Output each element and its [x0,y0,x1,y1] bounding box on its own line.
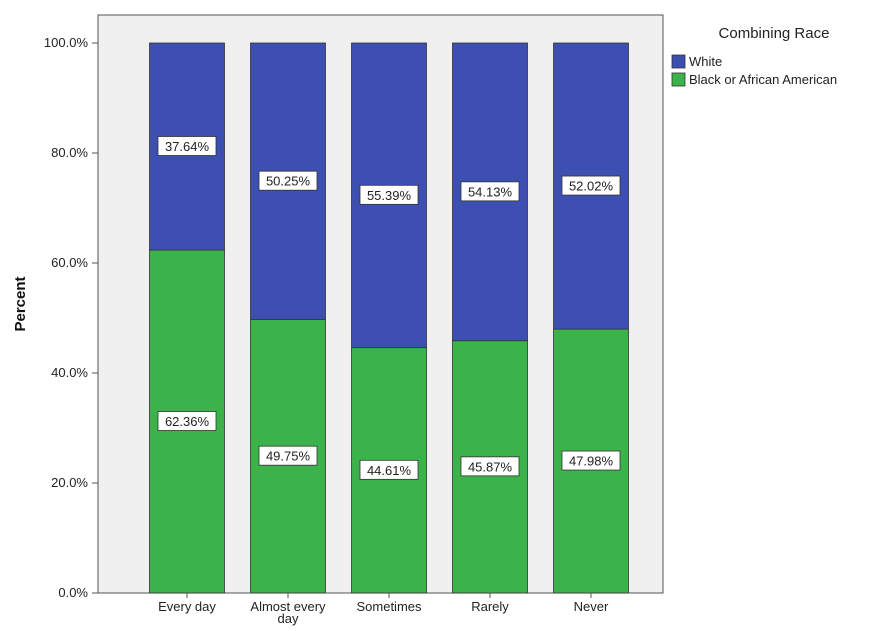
legend-entries: White Black or African American [671,54,837,87]
data-label-box [157,136,217,156]
data-label-box [258,170,318,191]
y-tick-label: 20.0% [51,475,88,490]
data-label-box [460,181,520,202]
y-axis: 0.0% 20.0% 40.0% 60.0% 80.0% 100.0% [44,35,98,600]
data-label: 37.64% [157,136,217,156]
y-tick-label: 40.0% [51,365,88,380]
bars [149,42,629,594]
data-label: 47.98% [561,450,621,471]
y-tick-label: 80.0% [51,145,88,160]
legend-entry-label: Black or African American [689,72,837,87]
data-label-text: 47.98% [569,454,614,469]
data-label: 45.87% [460,456,520,477]
data-label-box [157,411,217,431]
data-label-text: 45.87% [468,459,513,474]
data-label-text: 37.64% [165,139,210,154]
y-axis-title: Percent [12,276,29,331]
legend-title: Combining Race [719,25,830,42]
x-tick-label: Never [574,599,609,614]
data-label-box [359,459,419,480]
x-axis: Every day Almost every day Sometimes Rarely N… [158,593,609,626]
data-label-box [561,450,621,471]
data-label-text: 44.61% [367,463,412,478]
data-label: 49.75% [258,445,318,466]
data-label: 55.39% [359,184,419,205]
data-label: 50.25% [258,170,318,191]
data-label-box [258,445,318,466]
data-label-box [359,184,419,205]
data-label: 54.13% [460,181,520,202]
x-tick-label-line: day [278,611,299,626]
x-tick-label: Almost every day [250,599,326,626]
y-tick-label: 0.0% [58,585,88,600]
y-tick-label: 60.0% [51,255,88,270]
x-tick-label: Rarely [471,599,509,614]
data-label-box [460,456,520,477]
data-label-text: 54.13% [468,184,513,199]
data-label: 52.02% [561,175,621,196]
legend-swatch [671,72,686,87]
data-label-text: 62.36% [165,414,210,429]
data-label-box [561,175,621,196]
x-tick-label-line: Rarely [471,599,509,614]
y-tick-label: 100.0% [44,35,89,50]
data-labels: 62.36% 37.64% 49.75% 50.25% 44.61% 55.39% 45.8… [157,136,621,480]
data-label-text: 55.39% [367,188,412,203]
x-tick-label-line: Almost every [250,599,326,614]
x-tick-label: Every day [158,599,216,614]
data-label-text: 50.25% [266,174,311,189]
legend-swatch [671,54,686,69]
x-tick-label-line: Never [574,599,609,614]
x-tick-label: Sometimes [356,599,422,614]
data-label-text: 49.75% [266,449,311,464]
x-tick-label-line: Every day [158,599,216,614]
data-label: 62.36% [157,411,217,431]
legend: Combining Race White Black or African Ame… [671,25,837,87]
data-label-text: 52.02% [569,179,614,194]
data-label: 44.61% [359,459,419,480]
x-tick-label-line: Sometimes [356,599,422,614]
legend-entry-label: White [689,54,722,69]
